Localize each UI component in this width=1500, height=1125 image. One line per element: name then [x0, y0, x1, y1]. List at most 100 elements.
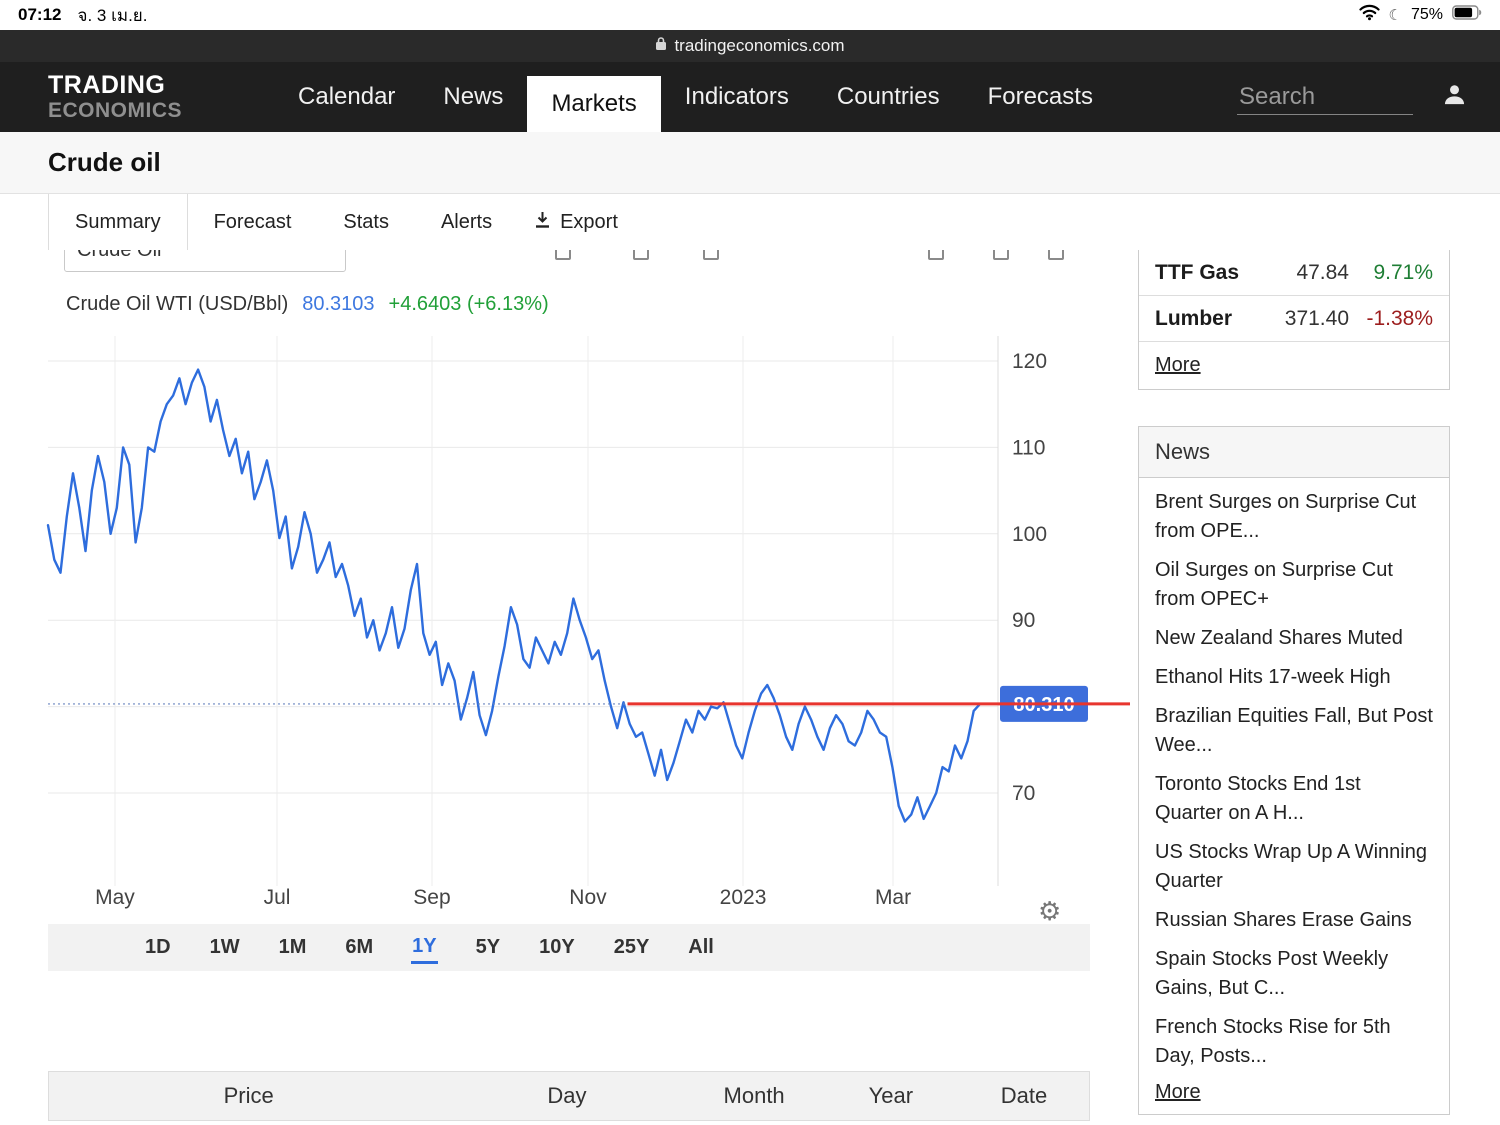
- tab-summary[interactable]: Summary: [48, 194, 188, 250]
- sidebar: TTF Gas 47.84 9.71% Lumber 371.40 -1.38%…: [1138, 250, 1450, 1125]
- price-table-header: Price Day Month Year Date: [48, 1071, 1090, 1121]
- nav-item-indicators[interactable]: Indicators: [684, 83, 789, 110]
- range-button-1m[interactable]: 1M: [278, 936, 307, 958]
- market-percent: 9.71%: [1373, 260, 1433, 284]
- nav-item-calendar[interactable]: Calendar: [298, 83, 396, 110]
- last-price: 80.3103: [302, 292, 375, 315]
- logo-line2: ECONOMICS: [48, 99, 183, 122]
- lock-icon: [655, 36, 667, 56]
- market-name: TTF Gas: [1155, 260, 1240, 284]
- line-chart-icon[interactable]: [703, 250, 719, 260]
- logo-line1: TRADING: [48, 71, 166, 99]
- user-icon[interactable]: [1441, 81, 1468, 113]
- export-icon: [534, 211, 551, 234]
- table-header-year: Year: [868, 1083, 914, 1108]
- indicators-icon[interactable]: [993, 250, 1009, 260]
- range-bar: 1D 1W 1M 6M 1Y 5Y 10Y 25Y All: [48, 924, 1090, 971]
- main-nav: TRADING ECONOMICS Calendar News Markets …: [0, 62, 1500, 132]
- logo[interactable]: TRADING ECONOMICS: [48, 62, 182, 132]
- battery-icon: [1452, 5, 1482, 25]
- chart-card: Crude Oil Crude Oil WTI (USD/Bbl) 80.310…: [46, 250, 1130, 971]
- x-axis-label: May: [95, 886, 135, 909]
- nav-item-news[interactable]: News: [443, 83, 504, 110]
- nav-item-countries[interactable]: Countries: [836, 83, 940, 110]
- url-text: tradingeconomics.com: [674, 36, 845, 55]
- status-date: จ. 3 เม.ย.: [77, 5, 148, 25]
- table-header-day: Day: [547, 1083, 587, 1108]
- news-item[interactable]: French Stocks Rise for 5th Day, Posts...: [1155, 1016, 1391, 1067]
- y-axis-label: 90: [1012, 609, 1035, 632]
- news-item[interactable]: US Stocks Wrap Up A Winning Quarter: [1155, 841, 1427, 892]
- tabs-row: Summary Forecast Stats Alerts Export: [0, 194, 1500, 250]
- range-button-25y[interactable]: 25Y: [613, 936, 650, 958]
- instrument-select[interactable]: Crude Oil: [64, 250, 346, 272]
- browser-url-bar[interactable]: tradingeconomics.com: [0, 30, 1500, 62]
- range-button-5y[interactable]: 5Y: [475, 936, 501, 958]
- markets-box: TTF Gas 47.84 9.71% Lumber 371.40 -1.38%…: [1138, 250, 1450, 390]
- table-row[interactable]: Lumber 371.40 -1.38%: [1139, 296, 1449, 342]
- market-price: 47.84: [1296, 260, 1349, 284]
- news-item[interactable]: Russian Shares Erase Gains: [1155, 909, 1412, 931]
- range-button-1d[interactable]: 1D: [145, 936, 171, 958]
- nav-item-markets[interactable]: Markets: [527, 76, 661, 132]
- fullscreen-icon[interactable]: [1048, 250, 1064, 260]
- y-axis-label: 100: [1012, 523, 1047, 546]
- range-button-all[interactable]: All: [688, 936, 714, 958]
- news-header: News: [1139, 427, 1449, 478]
- news-list: Brent Surges on Surprise Cut from OPE...…: [1139, 478, 1449, 1071]
- moon-icon: ☾: [1388, 7, 1402, 24]
- chart-toolbar: Crude Oil: [48, 250, 1090, 272]
- range-button-1w[interactable]: 1W: [209, 936, 240, 958]
- news-item[interactable]: New Zealand Shares Muted: [1155, 627, 1403, 649]
- left-column: Crude Oil Crude Oil WTI (USD/Bbl) 80.310…: [46, 250, 1130, 1121]
- x-axis-label: Mar: [875, 886, 911, 909]
- price-change: +4.6403 (+6.13%): [388, 292, 549, 315]
- news-box: News Brent Surges on Surprise Cut from O…: [1138, 426, 1450, 1115]
- battery-percent: 75%: [1410, 6, 1443, 23]
- x-axis-label: 2023: [720, 886, 767, 909]
- candlestick-icon[interactable]: [633, 250, 649, 260]
- x-axis-label: Sep: [413, 886, 450, 909]
- news-item[interactable]: Brent Surges on Surprise Cut from OPE...: [1155, 491, 1417, 542]
- range-button-1y[interactable]: 1Y: [411, 932, 438, 964]
- range-button-6m[interactable]: 6M: [345, 936, 374, 958]
- market-price: 371.40: [1284, 306, 1349, 330]
- news-item[interactable]: Toronto Stocks End 1st Quarter on A H...: [1155, 773, 1361, 824]
- tab-forecast[interactable]: Forecast: [213, 210, 292, 233]
- table-row[interactable]: TTF Gas 47.84 9.71%: [1139, 250, 1449, 296]
- export-button[interactable]: Export: [534, 194, 618, 250]
- table-header-date: Date: [1000, 1083, 1048, 1108]
- chart-type-icon[interactable]: [555, 250, 571, 260]
- price-line: [46, 368, 982, 823]
- tab-alerts[interactable]: Alerts: [440, 210, 493, 233]
- market-percent: -1.38%: [1366, 306, 1433, 330]
- export-label: Export: [560, 210, 618, 233]
- markets-more-link[interactable]: More: [1155, 354, 1201, 376]
- table-header-month: Month: [723, 1083, 785, 1108]
- y-axis-label: 110: [1012, 436, 1045, 459]
- news-item[interactable]: Oil Surges on Surprise Cut from OPEC+: [1155, 559, 1393, 610]
- page-header: Crude oil: [0, 132, 1500, 194]
- x-axis-label: Jul: [264, 886, 291, 909]
- market-name: Lumber: [1155, 306, 1233, 330]
- tab-stats[interactable]: Stats: [343, 210, 389, 233]
- wifi-icon: [1358, 4, 1380, 26]
- y-axis-label: 120: [1012, 350, 1047, 373]
- status-time: 07:12: [18, 5, 62, 24]
- search-box: [1237, 79, 1413, 115]
- page-title: Crude oil: [48, 147, 161, 177]
- news-item[interactable]: Spain Stocks Post Weekly Gains, But C...: [1155, 948, 1389, 999]
- chart-settings-icon[interactable]: ⚙: [1038, 896, 1062, 926]
- range-button-10y[interactable]: 10Y: [539, 936, 575, 958]
- chart-header: Crude Oil WTI (USD/Bbl) 80.3103 +4.6403 …: [48, 272, 1090, 336]
- news-item[interactable]: Ethanol Hits 17-week High: [1155, 666, 1391, 688]
- ios-status-bar: 07:12 จ. 3 เม.ย. ☾ 75%: [0, 0, 1500, 30]
- news-more-link[interactable]: More: [1155, 1081, 1201, 1103]
- compare-icon[interactable]: [928, 250, 944, 260]
- search-input[interactable]: [1237, 79, 1413, 114]
- news-item[interactable]: Brazilian Equities Fall, But Post Wee...: [1155, 705, 1433, 756]
- nav-item-forecasts[interactable]: Forecasts: [987, 83, 1093, 110]
- y-axis-label: 70: [1012, 782, 1035, 805]
